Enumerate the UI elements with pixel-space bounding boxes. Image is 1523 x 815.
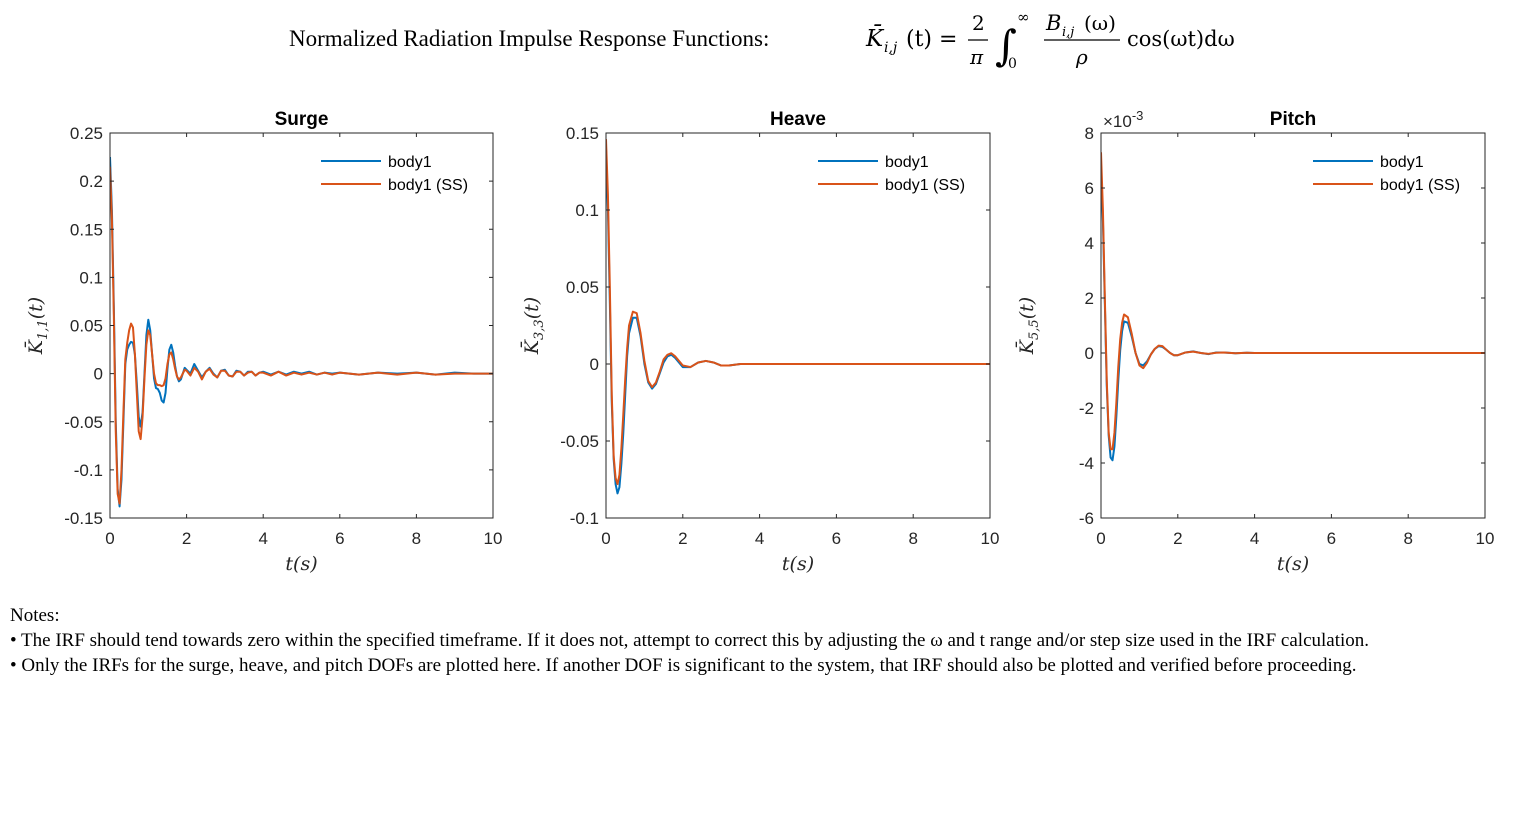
y-tick-label: -0.1 <box>570 509 599 528</box>
x-tick-label: 10 <box>981 529 1000 548</box>
legend-label-2: body1 (SS) <box>1380 177 1460 194</box>
y-tick-label: -0.05 <box>64 413 103 432</box>
axes-box <box>1100 132 1486 519</box>
y-tick-label: 0.1 <box>575 201 599 220</box>
x-tick-label: 10 <box>484 529 503 548</box>
x-tick-label: 2 <box>1173 529 1182 548</box>
x-tick-label: 8 <box>412 529 421 548</box>
legend-label-2: body1 (SS) <box>388 177 468 194</box>
legend-label-1: body1 <box>885 154 929 171</box>
chart-figure: 0 2 4 6 8 10 -0.15 -0.1 -0.05 0 0.05 0.1 0.15 0.2 0.25… <box>24 108 1495 575</box>
y-label-arg: (t) <box>521 297 543 319</box>
y-tick-label: 0 <box>1085 344 1094 363</box>
y-label-sub: 1,1 <box>36 319 51 340</box>
y-tick-label: 0.05 <box>70 317 103 336</box>
y-label-symbol: K̄ <box>520 338 543 355</box>
formula-integrand-num: B <box>1045 11 1061 35</box>
figure-title-formula: K̄ i,j (t) = 2 π ∫ ∞ 0 B i,j (ω) ρ cos(ω… <box>865 8 1235 72</box>
legend-label-1: body1 <box>1380 154 1424 171</box>
notes-heading: Notes: <box>10 605 60 626</box>
y-label-arg: (t) <box>25 297 47 319</box>
chart-title: Pitch <box>1270 109 1316 130</box>
y-tick-label: -2 <box>1079 399 1094 418</box>
y-tick-label: 0.1 <box>79 268 103 287</box>
legend-label-1: body1 <box>388 154 432 171</box>
notes-item-1: • The IRF should tend towards zero withi… <box>10 630 1370 651</box>
chart-title: Heave <box>770 109 826 130</box>
y-exponent-label: ×10-3 <box>1103 108 1143 131</box>
formula-frac-den: π <box>969 45 984 69</box>
formula-lhs-arg: (t) = <box>906 27 957 52</box>
plot-area <box>606 133 990 518</box>
formula-integrand-num-arg: (ω) <box>1084 11 1116 35</box>
y-tick-label: 0.2 <box>79 172 103 191</box>
formula-upper: ∞ <box>1017 8 1030 26</box>
y-tick-label: -0.15 <box>64 509 103 528</box>
x-tick-label: 4 <box>258 529 267 548</box>
notes-item-2: • Only the IRFs for the surge, heave, an… <box>10 655 1357 676</box>
chart-pitch: 0 2 4 6 8 10 -6 -4 -2 0 2 4 6 8 ×10-3 Pitch t(s) K̄5,5(t)… <box>1015 108 1495 575</box>
x-tick-label: 2 <box>678 529 687 548</box>
y-tick-label: 4 <box>1085 234 1094 253</box>
y-tick-label: -0.1 <box>74 461 103 480</box>
x-tick-label: 0 <box>1096 529 1105 548</box>
formula-frac-num: 2 <box>972 11 985 35</box>
y-label-sub: 5,5 <box>1027 319 1042 340</box>
formula-lhs-sub: i,j <box>884 40 898 56</box>
y-tick-label: 0.15 <box>70 220 103 239</box>
formula-integral: ∫ <box>995 21 1017 70</box>
figure-title-prefix: Normalized Radiation Impulse Response Fu… <box>289 26 769 51</box>
x-tick-label: 2 <box>182 529 191 548</box>
legend-label-2: body1 (SS) <box>885 177 965 194</box>
y-tick-label: 0 <box>590 355 599 374</box>
y-tick-label: 0.25 <box>70 124 103 143</box>
series-line-2 <box>110 166 493 505</box>
y-tick-label: 8 <box>1085 124 1094 143</box>
y-tick-label: 0.05 <box>566 278 599 297</box>
x-tick-label: 0 <box>601 529 610 548</box>
x-tick-label: 8 <box>908 529 917 548</box>
x-tick-label: 6 <box>335 529 344 548</box>
y-tick-label: -6 <box>1079 509 1094 528</box>
y-tick-label: -4 <box>1079 454 1094 473</box>
chart-heave: 0 2 4 6 8 10 -0.1 -0.05 0 0.05 0.1 0.15 Heave t(s) K̄3… <box>520 109 1000 575</box>
x-axis-label: t(s) <box>285 553 317 575</box>
formula-lhs: K̄ <box>865 25 885 52</box>
x-tick-label: 6 <box>832 529 841 548</box>
y-axis-label: K̄5,5(t) <box>1015 297 1042 355</box>
chart-surge: 0 2 4 6 8 10 -0.15 -0.1 -0.05 0 0.05 0.1 0.15 0.2 0.25… <box>24 109 503 575</box>
formula-integrand-den: ρ <box>1075 45 1088 69</box>
y-label-sub: 3,3 <box>532 319 547 340</box>
x-tick-label: 0 <box>105 529 114 548</box>
x-axis-label: t(s) <box>782 553 814 575</box>
x-tick-label: 4 <box>1250 529 1259 548</box>
y-tick-label: 0 <box>94 365 103 384</box>
y-tick-label: -0.05 <box>560 432 599 451</box>
y-tick-label: 0.15 <box>566 124 599 143</box>
formula-integrand-num-sub: i,j <box>1062 25 1074 40</box>
y-label-symbol: K̄ <box>1015 338 1038 355</box>
plot-area <box>110 133 493 518</box>
notes-section: Notes: • The IRF should tend towards zer… <box>10 603 1505 678</box>
y-tick-label: 6 <box>1085 179 1094 198</box>
y-label-symbol: K̄ <box>24 338 47 355</box>
y-axis-label: K̄3,3(t) <box>520 297 547 355</box>
series-line-2 <box>1101 152 1485 451</box>
formula-lower: 0 <box>1008 56 1017 72</box>
x-tick-label: 4 <box>755 529 764 548</box>
series-line-2 <box>606 139 990 486</box>
y-tick-label: 2 <box>1085 289 1094 308</box>
x-axis-label: t(s) <box>1277 553 1309 575</box>
plot-area <box>1101 133 1485 518</box>
y-axis-label: K̄1,1(t) <box>24 297 51 355</box>
formula-tail: cos(ωt)dω <box>1127 27 1235 51</box>
y-exponent-power: -3 <box>1132 108 1144 123</box>
y-label-arg: (t) <box>1016 297 1038 319</box>
axes-box <box>605 132 991 519</box>
x-tick-label: 6 <box>1327 529 1336 548</box>
x-tick-label: 10 <box>1476 529 1495 548</box>
figure-title: Normalized Radiation Impulse Response Fu… <box>289 8 1235 72</box>
x-tick-label: 8 <box>1403 529 1412 548</box>
chart-title: Surge <box>275 109 329 130</box>
